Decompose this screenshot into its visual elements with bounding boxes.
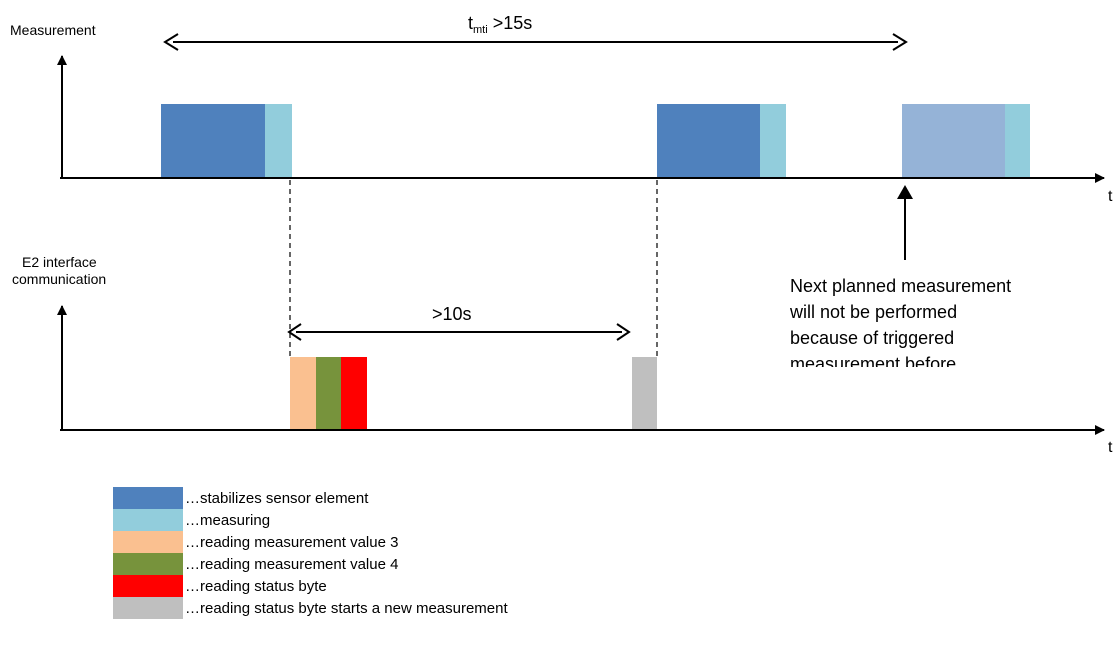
legend-item: …reading measurement value 4 (113, 553, 508, 575)
legend-label: …measuring (185, 511, 271, 529)
legend-item: …stabilizes sensor element (113, 487, 508, 509)
legend-item: …reading status byte (113, 575, 508, 597)
measurement-axis-label: Measurement (10, 22, 96, 38)
legend-label: …reading measurement value 4 (185, 555, 399, 573)
legend-item: …reading status byte starts a new measur… (113, 597, 508, 619)
legend-swatch (113, 553, 183, 575)
reading-value-4-block (316, 357, 341, 429)
measuring-block-2 (760, 104, 786, 177)
legend: …stabilizes sensor element …measuring …r… (113, 487, 508, 619)
reading-status-new-measurement-block (632, 357, 657, 429)
reading-value-3-block (290, 357, 316, 429)
legend-item: …reading measurement value 3 (113, 531, 508, 553)
legend-item: …measuring (113, 509, 508, 531)
interface-axis-label: E2 interface communication (12, 254, 106, 287)
legend-label: …reading status byte starts a new measur… (185, 599, 508, 617)
legend-swatch (113, 531, 183, 553)
stabilize-block-1 (161, 104, 265, 177)
planned-measurement-note: Next planned measurement will not be per… (789, 276, 1016, 374)
t-label-bottom: t (1108, 439, 1113, 456)
tmti-label: tmti >15s (468, 13, 532, 36)
stabilize-block-planned (902, 104, 1005, 177)
legend-swatch (113, 487, 183, 509)
legend-label: …reading status byte (185, 577, 327, 595)
measuring-block-1 (265, 104, 292, 177)
legend-label: …stabilizes sensor element (185, 489, 369, 507)
reading-status-block (341, 357, 367, 429)
measuring-block-planned (1005, 104, 1030, 177)
legend-swatch (113, 575, 183, 597)
legend-swatch (113, 597, 183, 619)
t-label-top: t (1108, 188, 1113, 205)
legend-label: …reading measurement value 3 (185, 533, 399, 551)
interval-10s-label: >10s (432, 304, 472, 324)
stabilize-block-2 (657, 104, 760, 177)
legend-swatch (113, 509, 183, 531)
